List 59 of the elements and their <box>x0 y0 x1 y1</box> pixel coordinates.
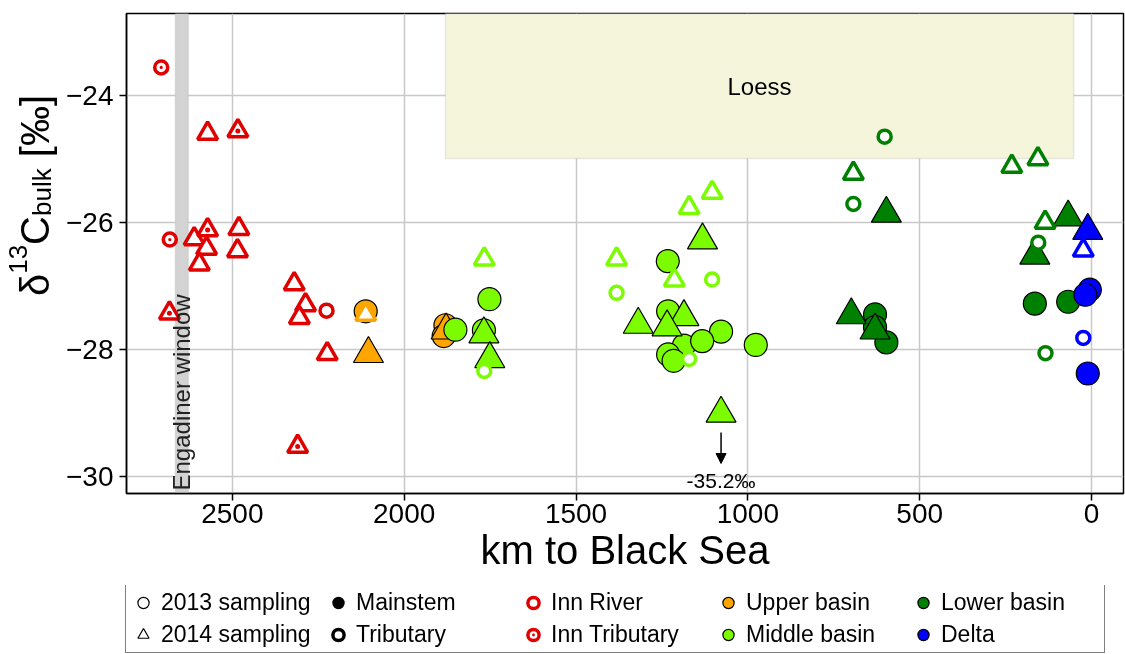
point <box>677 194 701 216</box>
point <box>161 231 179 248</box>
legend-label: Inn Tributary <box>551 620 680 649</box>
legend-label: Mainstem <box>356 588 457 617</box>
y-tick-label: −30 <box>66 460 114 492</box>
legend-label: Inn River <box>551 588 645 617</box>
point <box>226 117 250 139</box>
legend-label: Tributary <box>356 620 447 649</box>
y-tick-label: −26 <box>66 206 114 238</box>
point <box>1075 361 1100 386</box>
point <box>318 302 335 319</box>
point <box>690 329 715 354</box>
x-tick-label: 0 <box>1083 497 1100 529</box>
point <box>195 120 220 142</box>
legend-label: 2014 sampling <box>161 620 312 649</box>
band-label: Engadiner window <box>168 293 196 491</box>
point <box>195 216 220 238</box>
point <box>194 235 219 256</box>
legend-label: Delta <box>941 620 996 649</box>
x-tick-label: 2000 <box>373 497 436 529</box>
point <box>608 284 625 302</box>
y-axis-title: δ13Cbulk [‰] <box>2 94 57 297</box>
point <box>655 249 680 274</box>
point <box>1022 291 1047 316</box>
legend-label: Upper basin <box>746 588 872 617</box>
point <box>1033 209 1057 230</box>
point <box>680 350 698 368</box>
y-tick-label: −28 <box>66 333 114 365</box>
point <box>703 271 721 288</box>
legend-label: 2013 sampling <box>161 588 312 617</box>
point <box>472 245 497 267</box>
point <box>1026 145 1050 167</box>
x-tick-label: 1500 <box>544 497 608 529</box>
point <box>708 319 734 344</box>
point <box>1073 282 1098 307</box>
x-axis-title: km to Black Sea <box>480 527 771 572</box>
point <box>227 215 251 237</box>
legend-label: Middle basin <box>746 620 877 649</box>
point <box>477 287 502 312</box>
point <box>661 348 686 373</box>
point <box>187 251 212 272</box>
point <box>225 237 250 259</box>
point <box>743 332 768 358</box>
point <box>1000 153 1024 175</box>
point <box>1071 237 1096 258</box>
x-tick-label: 500 <box>896 497 944 529</box>
point <box>1037 344 1054 362</box>
y-tick-label: −24 <box>66 79 114 111</box>
band-label: Loess <box>727 72 792 100</box>
legend-label: Lower basin <box>941 588 1067 617</box>
x-tick-label: 1000 <box>716 497 780 529</box>
annotation: -35.2‰ <box>686 468 756 492</box>
point <box>700 179 724 201</box>
point <box>1075 329 1092 347</box>
point <box>841 160 866 182</box>
point <box>282 270 306 292</box>
point <box>604 245 629 267</box>
point <box>1030 234 1047 251</box>
x-tick-label: 2500 <box>201 497 264 529</box>
